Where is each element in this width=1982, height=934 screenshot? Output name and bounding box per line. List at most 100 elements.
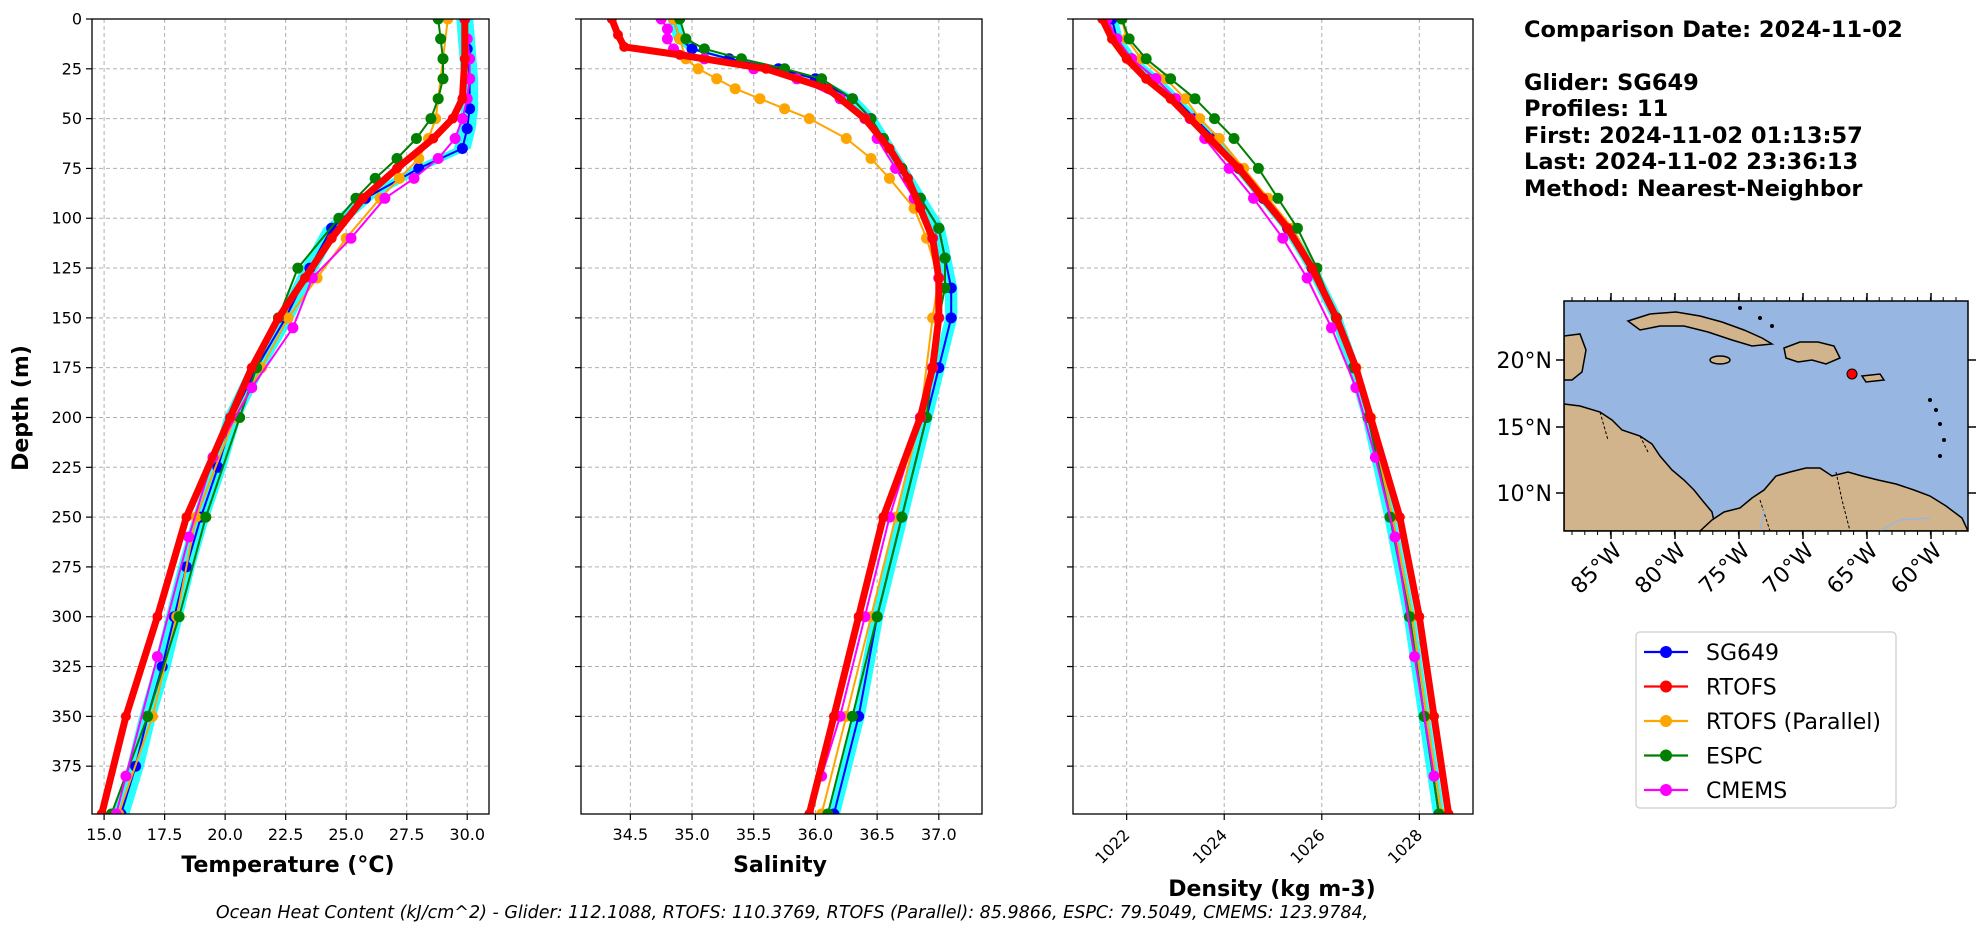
series-line-cmems (660, 19, 940, 777)
data-point-cmems (1326, 322, 1337, 334)
data-point-espc (200, 511, 212, 523)
y-tick-label: 100 (51, 209, 82, 228)
info-profiles: Profiles: 11 (1524, 96, 1668, 122)
data-point-cmems (287, 322, 299, 334)
data-point-rtofs (1165, 93, 1176, 104)
data-point-espc (432, 19, 444, 25)
density-panel: 1022 1024 1026 1028 (1067, 18, 1474, 868)
series-line-sg649 (1111, 19, 1440, 814)
x-tick-label: 20.0 (207, 825, 243, 844)
data-point-espc (680, 33, 692, 45)
series-line-rtofs-parallel- (117, 19, 449, 814)
data-point-rtofs (878, 512, 889, 523)
legend-label: CMEMS (1706, 779, 1787, 804)
data-point-espc (1189, 93, 1201, 105)
temperature-axes-frame (91, 18, 490, 815)
data-point-sg649 (464, 103, 476, 115)
x-tick-label: 36.5 (859, 825, 895, 844)
data-point-rtofs (459, 19, 470, 24)
data-point-cmems (1301, 272, 1313, 284)
data-point-rtofs (358, 193, 369, 204)
lon-tick-label: 75°W (1695, 538, 1756, 599)
data-point-sg649 (456, 143, 468, 154)
land-jamaica (1709, 355, 1731, 365)
x-tick-label: 22.5 (268, 825, 304, 844)
data-point-espc (435, 33, 447, 45)
data-point-espc (846, 93, 858, 105)
info-comparison-date: Comparison Date: 2024-11-02 (1524, 17, 1903, 43)
legend-label: RTOFS (Parallel) (1706, 710, 1881, 735)
density-axis-label: Density (kg m-3) (1168, 877, 1376, 902)
data-point-espc (822, 808, 834, 814)
data-point-cmems (1389, 531, 1401, 543)
series-line-rtofs-parallel- (672, 19, 940, 814)
salinity-axes-frame (580, 18, 983, 815)
y-tick-label: 250 (51, 508, 82, 527)
land-hispaniola (1783, 341, 1842, 365)
lon-tick-label: 70°W (1759, 538, 1820, 599)
data-point-rtofs (181, 512, 192, 523)
land-lesser-antilles (1942, 438, 1946, 442)
info-last: Last: 2024-11-02 23:36:13 (1524, 149, 1858, 175)
data-point-rtofs (1331, 312, 1342, 323)
data-point-espc (410, 133, 422, 144)
x-tick-label: 27.5 (389, 825, 425, 844)
data-point-rtofs-parallel- (282, 312, 294, 324)
data-point-espc (846, 710, 858, 722)
x-tick-label: 34.5 (613, 825, 649, 844)
legend-marker-sg649 (1660, 646, 1672, 658)
data-point-rtofs (804, 809, 815, 814)
data-point-cmems (246, 382, 258, 394)
data-point-espc (432, 93, 444, 105)
land-bahamas (1758, 316, 1762, 320)
x-tick-label: 1024 (1189, 825, 1231, 867)
data-point-rtofs (915, 412, 926, 423)
data-point-rtofs (1365, 412, 1376, 423)
data-point-rtofs (1107, 33, 1117, 44)
series-line-rtofs-parallel- (1120, 19, 1443, 814)
series-line-rtofs (1099, 19, 1453, 814)
x-tick-label: 30.0 (449, 825, 485, 844)
ocean-heat-content-footer: Ocean Heat Content (kJ/cm^2) - Glider: 1… (216, 903, 1368, 923)
x-tick-label: 35.0 (674, 825, 710, 844)
data-point-rtofs (903, 173, 913, 184)
data-point-espc (1228, 133, 1240, 144)
y-tick-label: 325 (51, 657, 82, 676)
x-tick-label: 25.0 (328, 825, 364, 844)
data-point-rtofs (1204, 133, 1215, 144)
glider-profile-spread (112, 19, 479, 814)
series-line-sg649 (672, 19, 953, 814)
data-point-rtofs (1394, 512, 1405, 523)
data-point-rtofs-parallel- (884, 172, 895, 184)
data-point-espc (437, 53, 449, 65)
data-point-rtofs (447, 113, 458, 124)
data-point-rtofs (457, 93, 468, 104)
data-point-espc (1433, 808, 1445, 814)
glider-profile-spread (667, 19, 958, 814)
data-point-cmems (655, 19, 667, 25)
data-point-espc (939, 252, 951, 264)
data-point-espc (1165, 73, 1177, 85)
data-point-rtofs (761, 63, 772, 74)
data-point-espc (437, 73, 449, 85)
data-point-cmems (183, 531, 195, 543)
data-point-espc (698, 43, 710, 55)
data-point-rtofs-parallel- (865, 153, 877, 164)
data-point-rtofs (613, 29, 623, 40)
data-point-rtofs-parallel- (754, 93, 766, 105)
x-tick-label: 36.0 (798, 825, 834, 844)
data-point-rtofs (859, 113, 870, 124)
data-point-rtofs-parallel- (779, 103, 791, 115)
data-point-rtofs (120, 711, 131, 722)
data-point-rtofs (828, 711, 839, 722)
data-point-rtofs (1443, 809, 1454, 814)
x-tick-label: 35.5 (736, 825, 772, 844)
data-point-espc (1252, 162, 1264, 174)
data-point-rtofs-parallel- (393, 172, 405, 184)
data-point-rtofs (459, 53, 470, 64)
y-tick-label: 50 (62, 109, 82, 128)
data-point-rtofs-parallel- (692, 63, 704, 75)
data-point-rtofs-parallel- (1179, 93, 1191, 105)
data-point-rtofs (326, 233, 337, 244)
